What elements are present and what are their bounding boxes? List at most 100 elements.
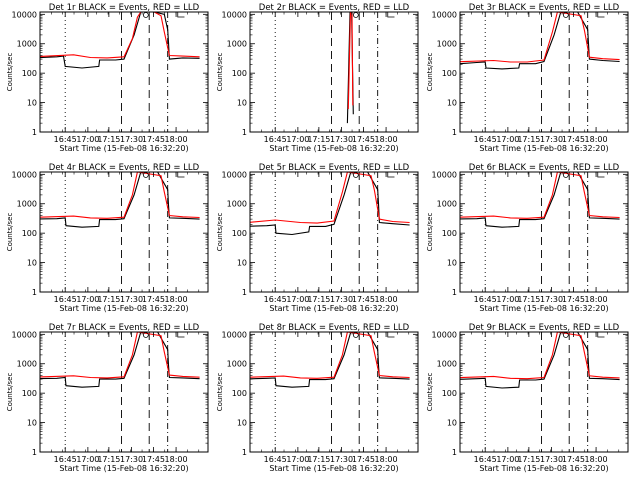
- x-tick-label: 17:45: [352, 455, 375, 464]
- series-line: [40, 12, 200, 59]
- y-tick-label: 100: [442, 389, 457, 398]
- chart-panel: Det 2r BLACK = Events, RED = LLD 1 10 100 10…: [216, 3, 419, 153]
- y-tick-label: 10000: [222, 170, 247, 179]
- y-tick-label: 1: [452, 448, 457, 457]
- y-tick-label: 10000: [432, 10, 457, 19]
- series-line: [460, 12, 620, 63]
- x-tick-label: 16:45: [474, 135, 497, 144]
- x-tick-label: 17:45: [142, 135, 165, 144]
- plot-frame: [39, 11, 209, 133]
- x-tick-label: 18:00: [165, 455, 188, 464]
- y-tick-label: 100: [442, 69, 457, 78]
- y-axis-label: Counts/sec: [216, 373, 224, 412]
- state-marker: [387, 332, 395, 338]
- chart-panel: Det 6r BLACK = Events, RED = LLD 1 10 100 10…: [426, 163, 629, 313]
- x-tick-label: 17:45: [142, 295, 165, 304]
- y-tick-label: 100: [232, 69, 247, 78]
- y-tick-label: 10000: [12, 10, 37, 19]
- x-tick-label: 17:15: [97, 455, 120, 464]
- y-tick-label: 10: [237, 99, 247, 108]
- y-tick-label: 1: [242, 448, 247, 457]
- chart-title: Det 4r BLACK = Events, RED = LLD: [49, 163, 200, 173]
- x-tick-label: 17:00: [496, 135, 519, 144]
- x-tick-label: 17:30: [540, 135, 563, 144]
- y-tick-label: 1: [242, 128, 247, 137]
- x-tick-label: 17:00: [286, 455, 309, 464]
- x-tick-label: 16:45: [264, 295, 287, 304]
- x-tick-label: 17:15: [97, 135, 120, 144]
- y-axis-label: Counts/sec: [6, 373, 14, 412]
- x-tick-label: 17:45: [352, 135, 375, 144]
- y-tick-label: 1: [242, 288, 247, 297]
- chart-title: Det 3r BLACK = Events, RED = LLD: [469, 3, 620, 13]
- plot-frame: [459, 11, 629, 133]
- x-axis-label: Start Time (15-Feb-08 16:32:20): [479, 464, 608, 473]
- x-tick-label: 17:15: [307, 455, 330, 464]
- y-tick-label: 1000: [227, 40, 247, 49]
- x-tick-label: 17:30: [330, 455, 353, 464]
- y-tick-label: 10: [27, 419, 37, 428]
- y-tick-label: 1: [452, 288, 457, 297]
- x-tick-label: 17:45: [562, 295, 585, 304]
- series-line: [250, 172, 410, 236]
- x-tick-label: 17:00: [286, 295, 309, 304]
- y-tick-label: 1: [32, 448, 37, 457]
- series-line: [250, 172, 410, 224]
- x-tick-label: 16:45: [54, 295, 77, 304]
- y-tick-label: 1000: [17, 200, 37, 209]
- x-axis-label: Start Time (15-Feb-08 16:32:20): [269, 144, 398, 153]
- plot-frame: [249, 171, 419, 293]
- y-tick-label: 100: [442, 229, 457, 238]
- x-tick-label: 17:30: [120, 455, 143, 464]
- y-tick-label: 100: [232, 229, 247, 238]
- y-tick-label: 10000: [12, 330, 37, 339]
- series-line: [460, 332, 620, 389]
- chart-panel: Det 5r BLACK = Events, RED = LLD 1 10 100 10…: [216, 163, 419, 313]
- y-tick-label: 10000: [432, 170, 457, 179]
- x-tick-label: 17:00: [496, 455, 519, 464]
- series-line: [460, 332, 620, 380]
- y-axis-label: Counts/sec: [216, 213, 224, 252]
- state-marker: [177, 332, 185, 338]
- series-line: [40, 332, 200, 379]
- state-marker: [597, 332, 605, 338]
- series-line: [347, 12, 354, 110]
- chart-title: Det 1r BLACK = Events, RED = LLD: [49, 3, 200, 13]
- y-tick-label: 100: [22, 389, 37, 398]
- x-tick-label: 17:30: [540, 295, 563, 304]
- x-axis-label: Start Time (15-Feb-08 16:32:20): [59, 464, 188, 473]
- y-tick-label: 10: [237, 259, 247, 268]
- y-axis-label: Counts/sec: [426, 53, 434, 92]
- x-tick-label: 18:00: [375, 295, 398, 304]
- y-tick-label: 1000: [437, 200, 457, 209]
- x-tick-label: 17:45: [562, 455, 585, 464]
- state-marker: [142, 12, 149, 18]
- y-tick-label: 10: [27, 99, 37, 108]
- x-tick-label: 18:00: [585, 135, 608, 144]
- state-marker: [597, 12, 605, 18]
- x-tick-label: 16:45: [54, 135, 77, 144]
- x-tick-label: 17:00: [76, 135, 99, 144]
- x-tick-label: 18:00: [165, 135, 188, 144]
- x-tick-label: 18:00: [585, 455, 608, 464]
- x-tick-label: 17:00: [496, 295, 519, 304]
- y-tick-label: 10000: [222, 10, 247, 19]
- y-tick-label: 100: [22, 69, 37, 78]
- y-tick-label: 10: [237, 419, 247, 428]
- y-tick-label: 1000: [227, 200, 247, 209]
- state-marker: [352, 12, 359, 18]
- x-tick-label: 17:45: [562, 135, 585, 144]
- y-axis-label: Counts/sec: [216, 53, 224, 92]
- x-tick-label: 17:00: [76, 295, 99, 304]
- y-axis-label: Counts/sec: [426, 373, 434, 412]
- y-axis-label: Counts/sec: [6, 213, 14, 252]
- chart-title: Det 8r BLACK = Events, RED = LLD: [259, 323, 410, 333]
- y-tick-label: 10: [27, 259, 37, 268]
- x-axis-label: Start Time (15-Feb-08 16:32:20): [269, 464, 398, 473]
- x-axis-label: Start Time (15-Feb-08 16:32:20): [59, 144, 188, 153]
- y-tick-label: 1: [32, 288, 37, 297]
- chart-title: Det 9r BLACK = Events, RED = LLD: [469, 323, 620, 333]
- plot-frame: [39, 171, 209, 293]
- y-tick-label: 10000: [432, 330, 457, 339]
- plot-frame: [459, 171, 629, 293]
